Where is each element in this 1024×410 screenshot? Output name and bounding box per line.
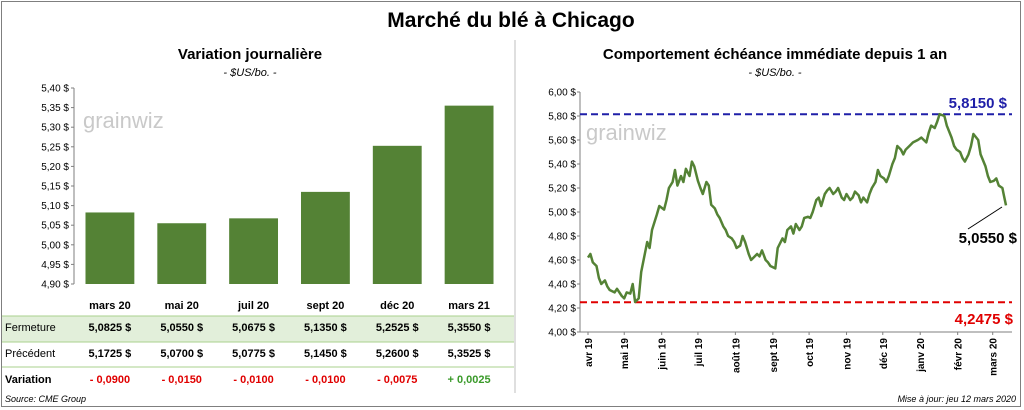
left-y-tick-label: 5,15 $ (41, 182, 69, 193)
bar-category-label: mars 21 (448, 300, 490, 312)
left-y-tick-label: 5,05 $ (41, 221, 69, 232)
table-cell: 5,3525 $ (447, 348, 491, 360)
right-y-tick-label: 4,60 $ (548, 256, 576, 267)
table-cell: 5,2525 $ (375, 322, 419, 334)
logo-watermark-left: grainwiz (83, 108, 164, 133)
price-series-line (586, 112, 1008, 304)
left-y-tick-label: 5,10 $ (41, 201, 69, 212)
table-cell: 5,2600 $ (375, 348, 419, 360)
right-x-tick-label: mars 20 (989, 338, 1000, 376)
bar (372, 145, 422, 284)
bar-category-label: juil 20 (237, 300, 269, 312)
table-cell: 5,0550 $ (160, 322, 204, 334)
bar (157, 223, 207, 284)
right-x-tick-label: nov 19 (843, 338, 854, 370)
table-cell: 5,0700 $ (160, 348, 204, 360)
right-x-axis: avr 19 mai 19 juin 19 juil 19 août 19 sept 19… (580, 331, 1012, 376)
bar-category-label: sept 20 (306, 300, 344, 312)
table-cell: - 0,0075 (377, 374, 418, 386)
table-cell: 5,0825 $ (88, 322, 132, 334)
right-x-tick-label: juin 19 (658, 338, 669, 371)
bar-categories: mars 20 mai 20 juil 20 sept 20 déc 20 mars 21 (89, 300, 490, 312)
table-cell: + 0,0025 (447, 374, 491, 386)
left-y-tick-label: 4,95 $ (41, 260, 69, 271)
table-cell: - 0,0150 (161, 374, 202, 386)
update-note: Mise à jour: jeu 12 mars 2020 (897, 394, 1016, 404)
row-label-variation: Variation (5, 374, 52, 386)
right-y-tick-label: 5,00 $ (548, 208, 576, 219)
right-chart-unit: - $US/bo. - (748, 67, 802, 79)
last-price-leader (967, 206, 1003, 230)
row-label-precedent: Précédent (5, 348, 56, 360)
main-title: Marché du blé à Chicago (387, 9, 635, 32)
right-x-tick-label: juil 19 (694, 338, 705, 368)
table-cell: 5,1450 $ (303, 348, 347, 360)
right-x-tick-label: janv 20 (916, 338, 927, 373)
table-cell: 5,1350 $ (303, 322, 347, 334)
table-cell: 5,3550 $ (447, 322, 491, 334)
last-price-label: 5,0550 $ (959, 230, 1018, 247)
right-x-tick-label: sept 19 (769, 338, 780, 373)
left-y-tick-label: 5,00 $ (41, 240, 69, 251)
right-y-tick-label: 5,20 $ (548, 184, 576, 195)
table-cell: - 0,0900 (89, 374, 131, 386)
right-x-tick-label: oct 19 (805, 338, 816, 367)
bar-category-label: déc 20 (380, 300, 414, 312)
bar-category-label: mars 20 (89, 300, 131, 312)
right-x-tick-label: août 19 (731, 338, 742, 373)
row-label-fermeture: Fermeture (5, 322, 56, 334)
left-y-tick-label: 5,20 $ (41, 162, 69, 173)
right-x-tick-label: avr 19 (584, 338, 595, 367)
bar (444, 105, 494, 284)
right-y-tick-label: 4,20 $ (548, 304, 576, 315)
left-y-tick-label: 5,30 $ (41, 123, 69, 134)
right-y-tick-label: 4,40 $ (548, 280, 576, 291)
right-y-tick-label: 5,40 $ (548, 160, 576, 171)
right-x-tick-label: déc 19 (879, 338, 890, 370)
table-cell: 5,0775 $ (232, 348, 275, 360)
right-x-tick-label: mai 19 (620, 338, 631, 370)
left-chart-unit: - $US/bo. - (223, 67, 277, 79)
fermeture-row-bg (2, 316, 514, 342)
bar-chart: 4,90 $ 4,95 $ 5,00 $ 5,05 $ 5,10 $ 5,15 $ 5,20… (41, 84, 494, 312)
left-y-tick-label: 4,90 $ (41, 280, 69, 291)
left-y-axis: 4,90 $ 4,95 $ 5,00 $ 5,05 $ 5,10 $ 5,15 $ 5,20… (41, 84, 75, 291)
bar (300, 191, 350, 284)
right-x-tick-label: févr 20 (954, 338, 965, 371)
right-y-tick-label: 4,80 $ (548, 232, 576, 243)
logo-watermark-right: grainwiz (586, 120, 667, 145)
table-cell: 5,1725 $ (88, 348, 132, 360)
source-note: Source: CME Group (5, 394, 87, 404)
left-y-tick-label: 5,35 $ (41, 103, 69, 114)
right-y-tick-label: 5,80 $ (548, 112, 576, 123)
line-chart: 4,00 $ 4,20 $ 4,40 $ 4,60 $ 4,80 $ 5,00 $ 5,20… (548, 88, 1017, 376)
table-cell: - 0,0100 (233, 374, 274, 386)
right-y-tick-label: 5,60 $ (548, 136, 576, 147)
table-cell: - 0,0100 (305, 374, 346, 386)
right-y-tick-label: 6,00 $ (548, 88, 576, 99)
bar (85, 212, 135, 284)
right-chart-title: Comportement échéance immédiate depuis 1… (602, 46, 948, 63)
bar-category-label: mai 20 (165, 300, 199, 312)
left-y-tick-label: 5,25 $ (41, 142, 69, 153)
table-cell: 5,0675 $ (232, 322, 275, 334)
bars (85, 105, 494, 284)
right-y-axis: 4,00 $ 4,20 $ 4,40 $ 4,60 $ 4,80 $ 5,00 $ 5,20… (548, 88, 581, 339)
max-label: 5,8150 $ (949, 95, 1008, 112)
bar (229, 218, 279, 284)
left-chart-title: Variation journalière (177, 46, 323, 63)
right-y-tick-label: 4,00 $ (548, 328, 576, 339)
min-label: 4,2475 $ (955, 311, 1014, 328)
left-y-tick-label: 5,40 $ (41, 84, 69, 95)
